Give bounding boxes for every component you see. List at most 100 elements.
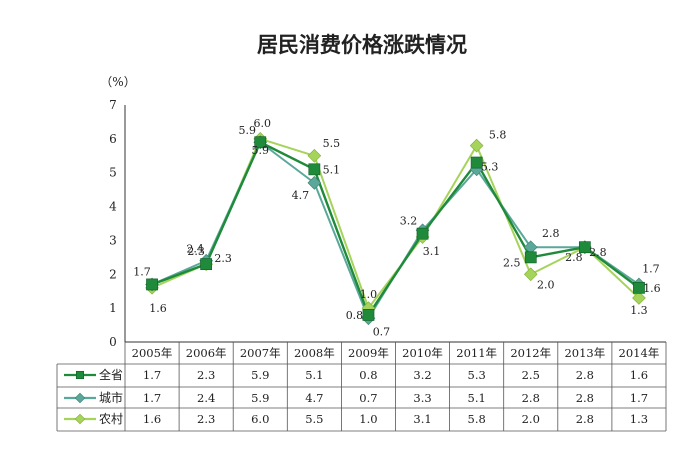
table-cell: 5.5: [305, 412, 323, 426]
data-point: [362, 309, 375, 321]
y-tick-label: 5: [109, 166, 117, 180]
data-point: [254, 136, 267, 149]
data-label: 2.8: [565, 251, 583, 264]
table-cell: 5.9: [251, 391, 269, 405]
data-label: 1.3: [630, 304, 648, 317]
data-label: 0.7: [373, 325, 391, 338]
y-tick-label: 3: [109, 233, 117, 247]
table-cell: 4.7: [305, 391, 323, 405]
table-cell: 1.7: [143, 391, 161, 405]
data-label: 3.2: [400, 215, 418, 228]
table-cell: 0.7: [359, 391, 377, 405]
y-unit-label: （%）: [100, 75, 135, 89]
table-cell: 2.5: [522, 368, 540, 382]
table-cell: 2.8: [576, 368, 594, 382]
table-cell: 1.0: [359, 412, 377, 426]
data-label: 2.8: [589, 246, 607, 259]
x-category-label: 2008年: [294, 346, 335, 360]
table-cell: 1.7: [143, 368, 161, 382]
data-label: 5.9: [252, 144, 270, 157]
legend-marker-2: [74, 413, 86, 425]
data-point: [307, 176, 322, 190]
data-point: [523, 267, 538, 282]
data-label: 1.0: [360, 288, 378, 301]
data-point: [578, 241, 591, 254]
table-cell: 1.6: [143, 412, 161, 426]
data-point: [416, 227, 429, 240]
data-label: 5.8: [489, 129, 507, 142]
table-cell: 5.9: [251, 368, 269, 382]
data-label: 5.1: [323, 163, 341, 176]
y-tick-label: 0: [109, 335, 117, 349]
table-cell: 2.3: [197, 368, 215, 382]
legend-marker-1: [74, 392, 86, 404]
x-category-label: 2012年: [510, 346, 551, 360]
x-category-label: 2011年: [456, 346, 497, 360]
y-tick-label: 1: [109, 301, 117, 315]
data-point: [308, 163, 321, 176]
table-cell: 2.4: [197, 391, 215, 405]
series-lines: [151, 137, 640, 320]
table-cell: 1.3: [630, 412, 648, 426]
data-label: 2.5: [503, 256, 521, 269]
data-point: [307, 148, 322, 163]
data-label: 6.0: [254, 117, 272, 130]
data-label: 2.3: [187, 245, 205, 258]
series-markers: [145, 132, 646, 326]
table-cell: 3.2: [413, 368, 431, 382]
data-table: 2005年 2006年 2007年 2008年 2009年 2010年 2011年 2012年…: [56, 341, 667, 432]
y-tick-label: 2: [109, 267, 117, 281]
table-cell: 5.1: [305, 368, 323, 382]
x-category-label: 2007年: [240, 346, 281, 360]
series-line-1: [151, 141, 640, 320]
x-category-label: 2014年: [619, 346, 660, 360]
data-label: 2.3: [214, 252, 232, 265]
series-line-0: [151, 141, 640, 317]
table-cell: 2.8: [576, 412, 594, 426]
x-category-label: 2010年: [402, 346, 443, 360]
data-label: 2.4: [186, 243, 204, 256]
table-cell: 0.8: [359, 368, 377, 382]
data-point: [469, 138, 484, 153]
data-label: 4.7: [292, 189, 310, 202]
table-cell: 2.0: [522, 412, 540, 426]
data-label: 5.5: [323, 137, 341, 150]
table-cell: 3.1: [413, 412, 431, 426]
table-cell: 2.8: [576, 391, 594, 405]
y-tick-label: 7: [109, 98, 117, 112]
table-cell: 1.6: [630, 368, 648, 382]
data-point: [200, 258, 213, 271]
data-labels: 1.7 2.3 5.9 5.1 0.8 3.2 5.3 2.5 2.8 1.6 2.4 5.9 4.7 0…: [133, 117, 660, 338]
data-label: 1.7: [642, 262, 660, 275]
data-point: [633, 281, 645, 294]
legend-marker-0: [75, 370, 85, 380]
data-label: 2.0: [537, 278, 555, 291]
x-category-label: 2013年: [564, 346, 605, 360]
data-label: 1.7: [133, 265, 151, 278]
legend-series-name: 农村: [99, 412, 123, 426]
y-tick-label: 4: [109, 200, 117, 214]
data-label: 0.8: [346, 309, 364, 322]
table-cell: 2.3: [197, 412, 215, 426]
table-cell: 6.0: [251, 412, 269, 426]
data-point: [632, 291, 646, 305]
x-category-label: 2005年: [132, 346, 173, 360]
data-point: [470, 156, 483, 169]
y-tick-label: 6: [109, 132, 117, 146]
table-cell: 5.8: [468, 412, 486, 426]
axes: 0 1 2 3 4 5 6 7: [109, 98, 126, 349]
table-cell: 1.7: [630, 391, 648, 405]
data-label: 2.8: [542, 227, 560, 240]
x-category-label: 2006年: [186, 346, 227, 360]
data-label: 1.6: [643, 282, 661, 295]
legend-series-name: 城市: [99, 390, 123, 405]
table-cell: 5.3: [468, 368, 486, 382]
data-point: [524, 251, 537, 264]
data-label: 5.3: [481, 161, 499, 174]
data-label: 5.9: [239, 124, 257, 137]
data-label: 3.1: [423, 245, 441, 258]
data-point: [146, 278, 158, 291]
table-cell: 3.3: [413, 391, 431, 405]
